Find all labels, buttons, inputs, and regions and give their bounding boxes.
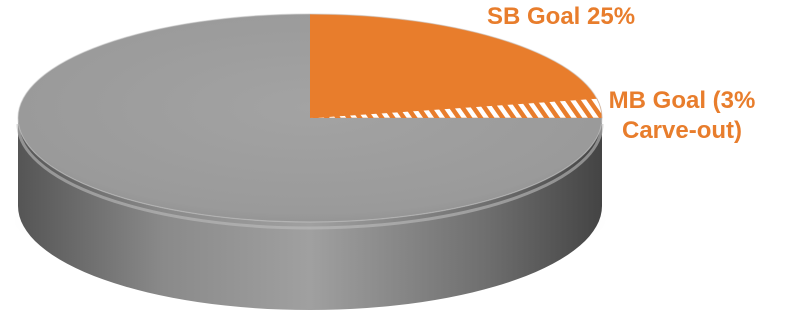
pie-top-edge <box>17 13 603 223</box>
slice-label-line: SB Goal 25% <box>487 3 635 30</box>
slice-label-line: Carve-out) <box>622 117 742 144</box>
pie-side-wall <box>18 118 602 310</box>
pie-labels: SB Goal 25% MB Goal (3% Carve-out) <box>487 3 755 144</box>
slice-label-1: MB Goal (3% Carve-out) <box>609 87 756 144</box>
pie-rim-highlight <box>16 123 604 230</box>
pie-slice-sb-goal-25 <box>310 13 597 118</box>
slice-label-line: MB Goal (3% <box>609 87 756 114</box>
slice-label-0: SB Goal 25% <box>487 3 635 30</box>
pie-slice-remainder <box>18 14 602 222</box>
pie-slices <box>12 13 608 310</box>
